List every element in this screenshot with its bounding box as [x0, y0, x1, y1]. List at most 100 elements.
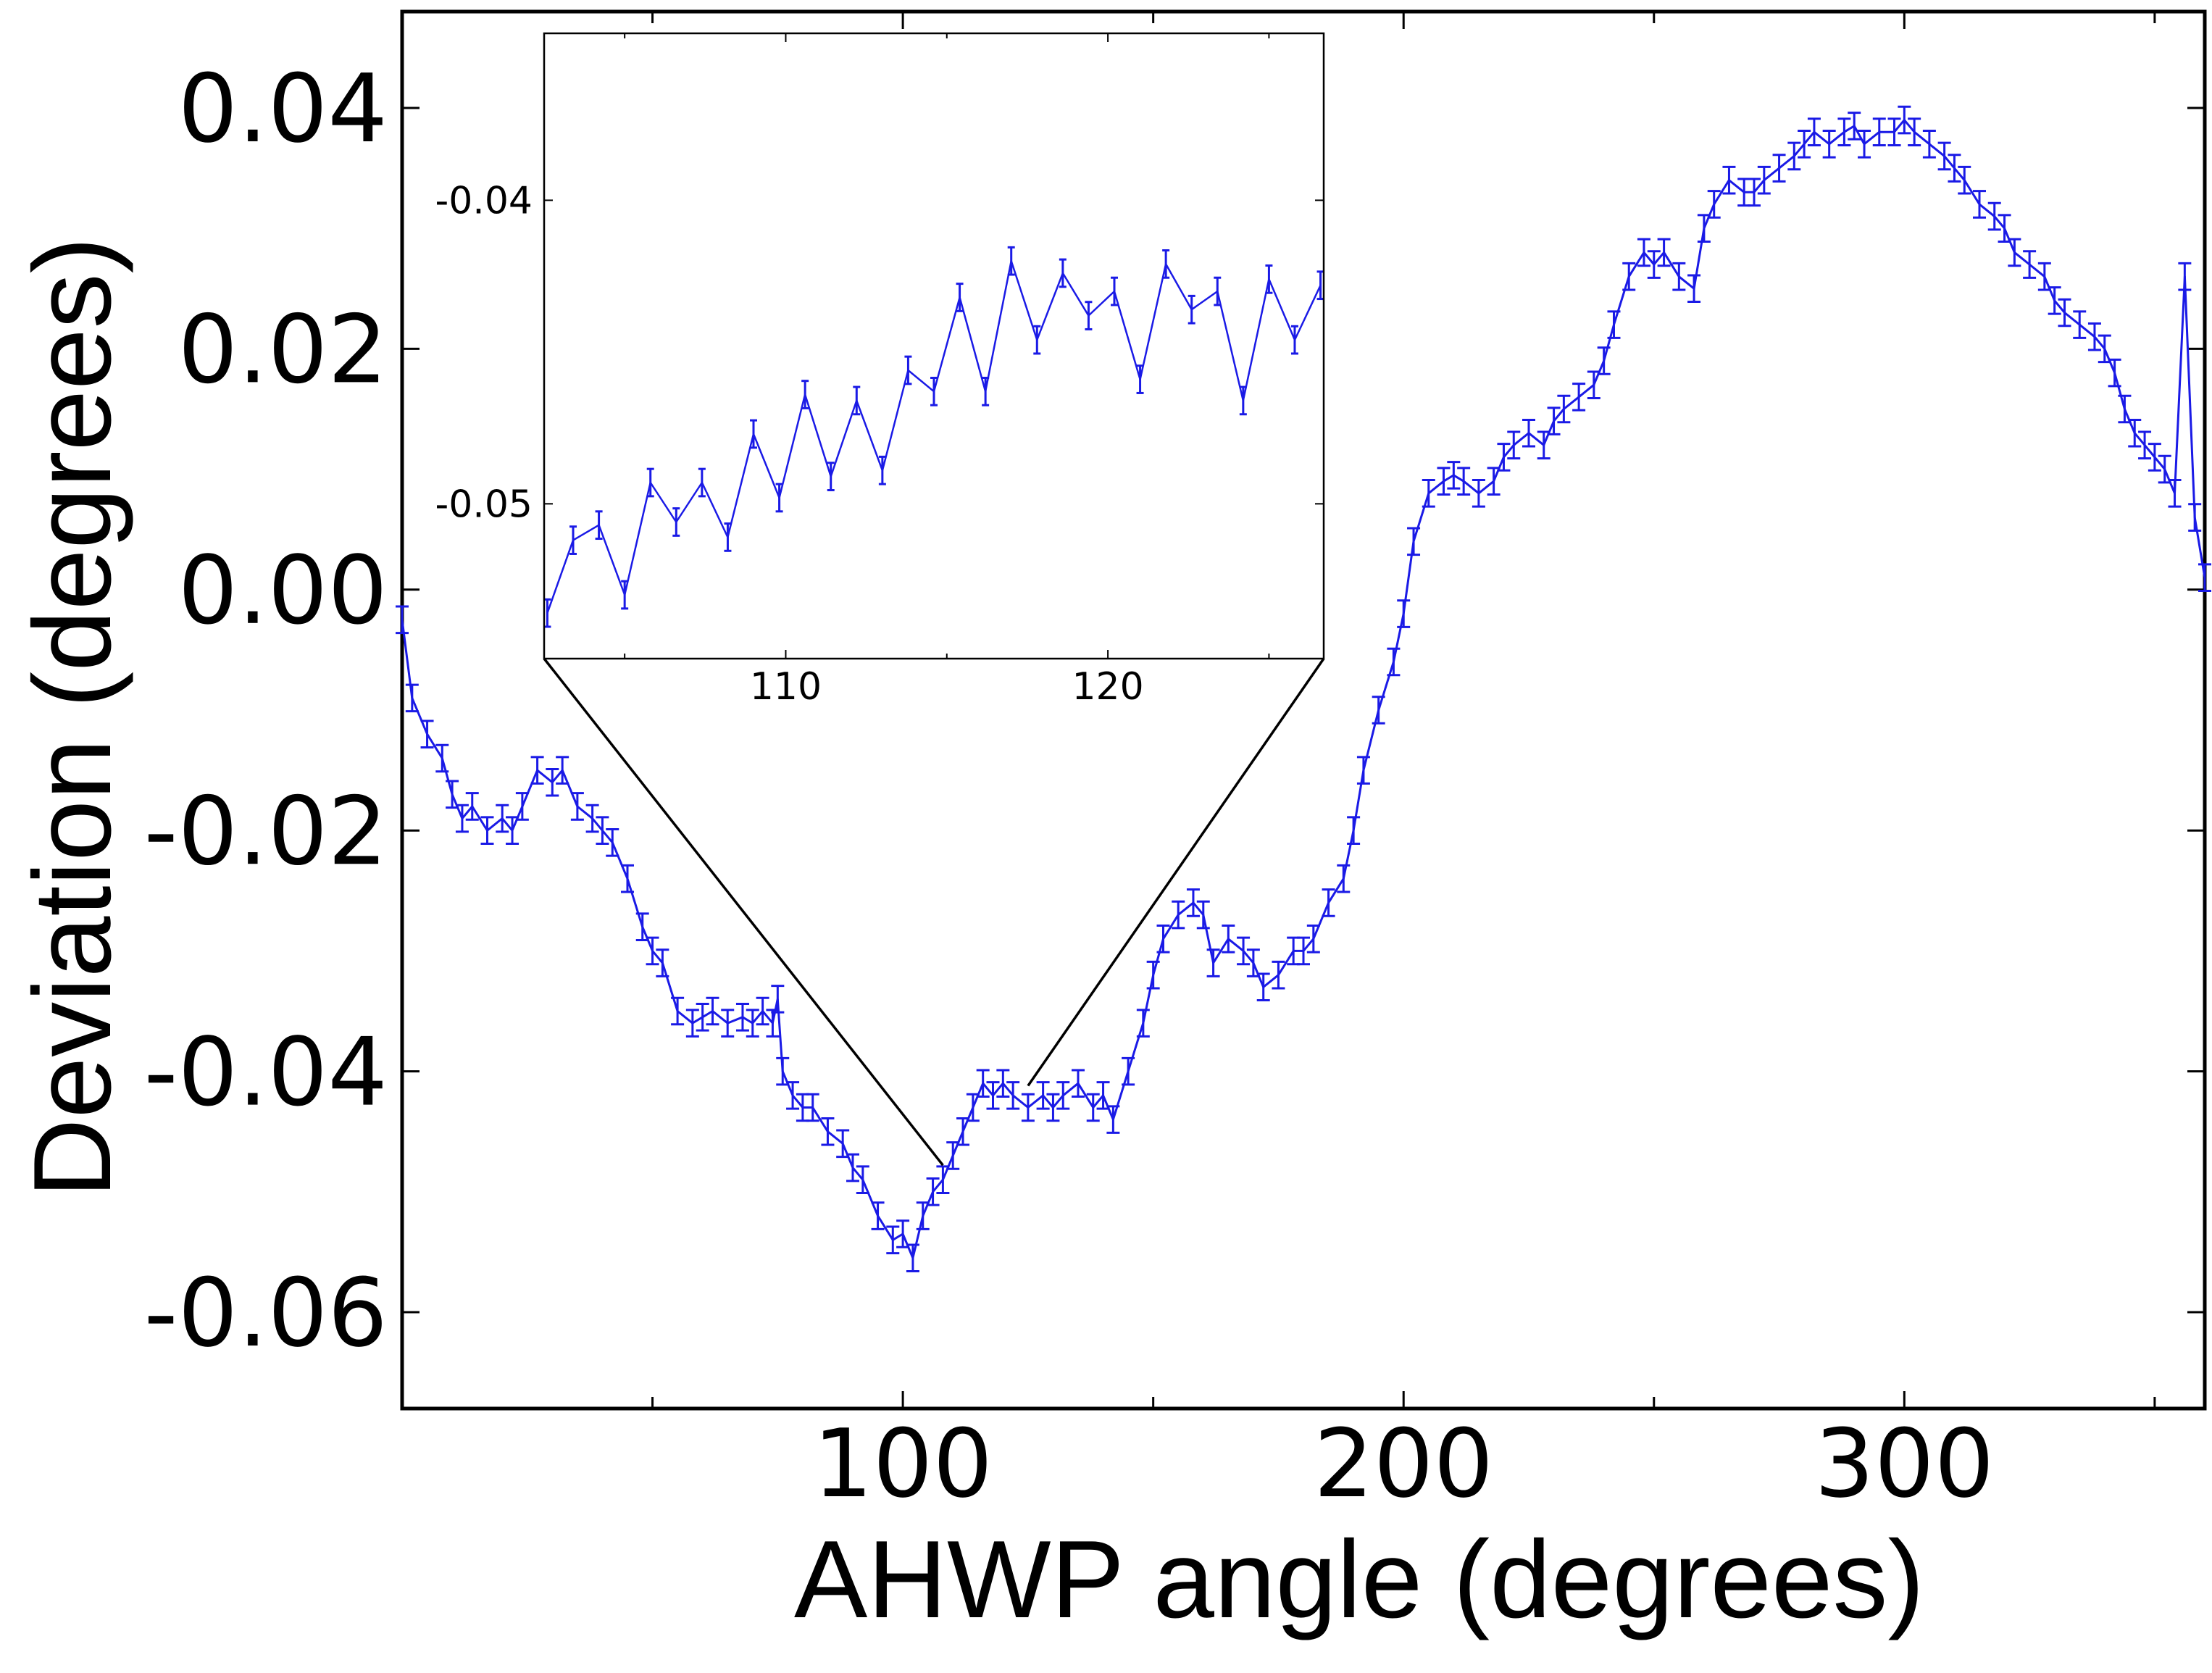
- main-error-bar: [706, 996, 719, 1026]
- inset-error-bar: [878, 455, 886, 485]
- main-error-bar: [2087, 322, 2101, 351]
- main-error-bar: [530, 756, 544, 785]
- main-error-bar: [1297, 936, 1310, 966]
- main-error-bar: [1237, 936, 1251, 966]
- main-error-bar: [1672, 262, 1686, 291]
- main-error-bar: [2073, 310, 2087, 339]
- main-error-bar: [806, 1093, 819, 1122]
- inset-error-bar: [1265, 264, 1273, 294]
- main-error-bar: [1256, 972, 1270, 1002]
- main-error-bar: [1146, 960, 1160, 990]
- main-error-bar: [2148, 443, 2161, 472]
- main-error-bar: [936, 1165, 950, 1194]
- main-error-bar: [646, 936, 659, 966]
- main-error-bar: [1036, 1081, 1050, 1110]
- main-error-bar: [2188, 503, 2202, 532]
- main-error-bar: [2008, 238, 2021, 267]
- main-error-bar: [1772, 154, 1786, 183]
- main-error-bar: [556, 756, 569, 785]
- zoom-connector-lines: [543, 657, 1325, 1167]
- inset-y-tick-label-1: -0.05: [435, 483, 533, 526]
- main-error-bar: [506, 816, 519, 845]
- inset-error-bar: [1033, 325, 1041, 355]
- y-tick-label-3: -0.02: [144, 776, 388, 886]
- y-tick-label-2: 0.00: [178, 535, 388, 646]
- main-error-bar: [1937, 141, 1951, 171]
- main-error-bar: [596, 816, 609, 845]
- main-error-bar: [1272, 960, 1285, 990]
- main-error-bar: [1908, 117, 1921, 146]
- main-error-bar: [1657, 238, 1671, 267]
- main-error-bar: [1848, 112, 1861, 141]
- main-error-bar: [420, 719, 434, 749]
- main-error-bar: [1557, 394, 1571, 424]
- inset-tick-labels: 110 120 -0.04 -0.05: [435, 179, 1143, 709]
- main-error-bar: [1607, 310, 1621, 339]
- inset-error-bar: [672, 507, 680, 537]
- main-error-bar: [2058, 298, 2071, 327]
- inset-error-bar: [956, 283, 964, 312]
- main-error-bar: [721, 1009, 735, 1038]
- y-tick-label-0: 0.04: [178, 54, 388, 164]
- y-tick-label-5: -0.06: [144, 1258, 388, 1368]
- main-error-bar: [771, 985, 785, 1014]
- inset-error-bar: [698, 467, 706, 498]
- main-error-bar: [1998, 214, 2011, 243]
- inset-error-bar: [1110, 276, 1118, 306]
- main-error-bar: [1987, 201, 2001, 231]
- inset-error-bar: [646, 467, 654, 498]
- main-error-bar: [1422, 479, 1435, 508]
- main-error-bar: [1822, 130, 1836, 159]
- main-error-bar: [1687, 274, 1701, 304]
- main-error-bar: [906, 1243, 919, 1273]
- main-error-bar: [1622, 262, 1636, 291]
- inset-error-bar: [595, 510, 603, 541]
- main-error-bar: [1122, 1056, 1135, 1086]
- main-error-bar: [1457, 467, 1471, 496]
- main-error-bar: [1948, 154, 1961, 183]
- main-error-bar: [1096, 1081, 1110, 1110]
- main-error-bar: [1973, 190, 1986, 219]
- main-error-bar: [916, 1201, 930, 1230]
- main-error-bar: [1086, 1093, 1100, 1122]
- inset-error-bar: [904, 355, 912, 385]
- inset-y-tick-label-0: -0.04: [435, 179, 533, 222]
- main-error-bar: [1196, 900, 1210, 930]
- main-error-bar: [2198, 563, 2211, 592]
- main-error-bar: [455, 804, 469, 833]
- inset-error-bar: [1007, 246, 1015, 276]
- inset-error-bar: [750, 419, 758, 449]
- main-error-bar: [685, 1009, 699, 1038]
- inset-error-bar: [1290, 325, 1298, 355]
- main-error-bar: [2138, 430, 2152, 460]
- main-error-bar: [1056, 1081, 1070, 1110]
- main-error-bar: [1372, 696, 1385, 725]
- main-error-bar: [2037, 262, 2051, 291]
- main-error-bar: [1246, 948, 1260, 977]
- main-error-bar: [1858, 130, 1871, 159]
- y-axis-title: Deviation (degrees): [11, 237, 134, 1198]
- main-error-bar: [1322, 888, 1335, 917]
- main-error-bar: [1306, 925, 1320, 954]
- main-error-bar: [1872, 117, 1886, 146]
- main-series: [396, 105, 2211, 1273]
- main-error-bar: [546, 767, 559, 797]
- main-error-bar: [465, 792, 479, 821]
- main-error-bar: [786, 1081, 800, 1110]
- main-error-bar: [2128, 418, 2142, 448]
- main-error-bar: [446, 780, 459, 809]
- main-error-bar: [1356, 756, 1370, 785]
- main-error-bar: [946, 1141, 960, 1170]
- main-error-bar: [1397, 599, 1411, 628]
- main-error-bar: [1387, 647, 1401, 677]
- inset-error-bar: [930, 376, 938, 406]
- inset-plot-frame: [543, 32, 1325, 660]
- inset-error-bar: [1059, 258, 1067, 288]
- main-error-bar: [846, 1153, 859, 1182]
- main-error-bar: [1006, 1081, 1020, 1110]
- y-tick-label-1: 0.02: [178, 294, 388, 404]
- inset-x-tick-label-0: 110: [750, 665, 822, 709]
- main-error-bar: [1487, 467, 1501, 496]
- main-error-bar: [1587, 370, 1600, 400]
- main-error-bar: [956, 1117, 970, 1146]
